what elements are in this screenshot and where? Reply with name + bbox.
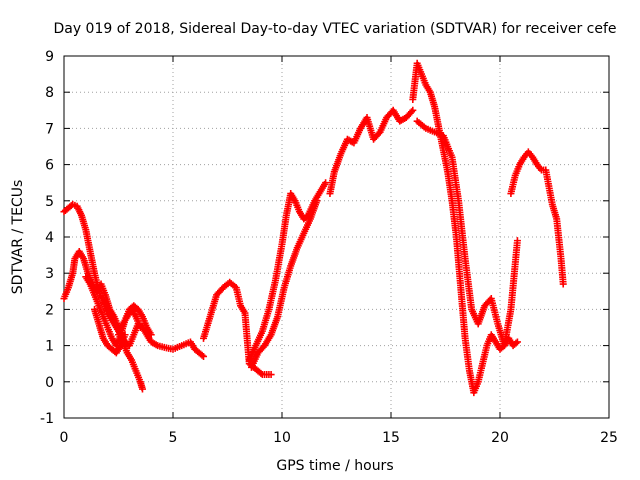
x-tick-label: 10 <box>273 430 291 446</box>
data-point <box>409 106 417 114</box>
y-tick-label: 7 <box>45 121 54 137</box>
series-early-low <box>60 247 146 393</box>
series-plateau <box>326 106 417 198</box>
data-point <box>198 351 206 359</box>
y-tick-label: -1 <box>40 411 54 427</box>
y-tick-label: 6 <box>45 158 54 174</box>
series-rise-b <box>247 197 321 371</box>
data-point <box>407 108 415 116</box>
data-point <box>257 369 265 377</box>
data-point <box>559 280 567 288</box>
y-tick-label: 0 <box>45 375 54 391</box>
series-rise-a <box>245 179 330 364</box>
data-point <box>313 197 321 205</box>
series-peak-low <box>413 117 521 350</box>
chart-title: Day 019 of 2018, Sidereal Day-to-day VTE… <box>53 21 616 37</box>
data-point <box>136 324 144 331</box>
y-tick-label: 2 <box>45 302 54 318</box>
data-point <box>513 237 521 245</box>
data-point <box>375 129 383 137</box>
series-hour-2-rise <box>115 305 144 339</box>
tick-labels: 0 5 10 15 20 25 -1 0 1 2 3 4 5 6 7 8 9 <box>40 49 618 446</box>
y-tick-label: 5 <box>45 194 54 210</box>
x-tick-label: 25 <box>600 430 618 446</box>
data-point <box>200 352 208 360</box>
y-tick-label: 4 <box>45 230 54 246</box>
x-tick-label: 20 <box>491 430 509 446</box>
data-points <box>60 59 567 397</box>
data-point <box>322 179 330 187</box>
series-early-high <box>60 200 208 360</box>
data-point <box>512 339 520 347</box>
y-tick-label: 3 <box>45 266 54 282</box>
y-tick-label: 8 <box>45 85 54 101</box>
series-peak <box>409 59 521 397</box>
x-tick-label: 15 <box>382 430 400 446</box>
y-tick-label: 1 <box>45 339 54 355</box>
x-tick-label: 0 <box>60 430 69 446</box>
data-point <box>121 331 129 339</box>
data-point <box>513 338 521 346</box>
x-axis-label: GPS time / hours <box>276 458 393 474</box>
data-point <box>147 331 155 339</box>
y-tick-label: 9 <box>45 49 54 65</box>
data-point <box>267 371 275 379</box>
data-point <box>138 385 146 393</box>
y-axis-label: SDTVAR / TECUs <box>10 180 26 295</box>
grid-lines <box>64 56 609 418</box>
series-hour-2-drop <box>91 305 129 357</box>
axis-ticks <box>63 55 610 419</box>
series-late <box>507 148 567 288</box>
x-tick-label: 5 <box>169 430 178 446</box>
